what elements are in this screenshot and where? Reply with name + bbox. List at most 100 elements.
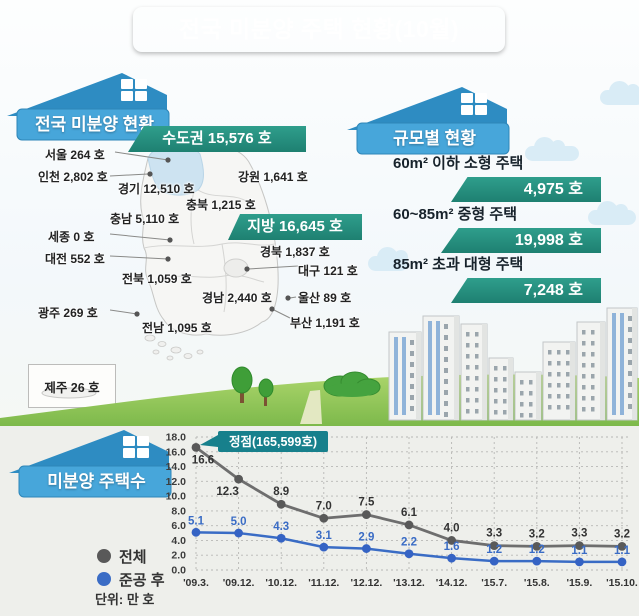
svg-text:'09.3.: '09.3.: [183, 577, 209, 589]
svg-text:'14.12.: '14.12.: [436, 577, 468, 589]
jeju-label: 제주 26 호: [44, 380, 100, 395]
unit-label: 단위: 만 호: [95, 592, 155, 607]
legend-label: 준공 후: [119, 571, 165, 589]
map-region-label: 광주 269 호: [38, 306, 98, 320]
dirt-path: [300, 390, 322, 424]
map-region-label: 경북 1,837 호: [260, 245, 330, 259]
building: [576, 321, 606, 421]
cloud-icon: [588, 201, 636, 225]
svg-text:16.0: 16.0: [166, 446, 187, 458]
svg-text:'15.10.: '15.10.: [606, 577, 638, 589]
trend-chart: 0.0 2.0 4.0 6.0 8.0 10.0 12.0 14.0 16.0 18.0 '09.3…: [166, 431, 638, 589]
data-point: [404, 549, 414, 559]
map-region-label: 세종 0 호: [48, 230, 95, 244]
svg-text:6.0: 6.0: [171, 520, 186, 532]
size-item-value-banner: 7,248 호: [451, 278, 601, 303]
building: [388, 331, 422, 421]
chart-series-total: 16.6 12.3 8.9 7.0 7.5 6.1 4.0 3.3 3.2 3.3 3.2: [191, 442, 630, 551]
data-point: [617, 541, 627, 551]
chart-y-axis-labels: 0.0 2.0 4.0 6.0 8.0 10.0 12.0 14.0 16.0 18.0: [166, 432, 187, 577]
cloud-icon: [600, 81, 639, 105]
chart-section-title: 미분양 주택수: [47, 472, 146, 491]
data-point-label: 1.1: [614, 545, 631, 557]
data-point-label: 5.0: [231, 516, 247, 528]
data-point-label: 3.3: [486, 528, 502, 540]
map-region-label: 대전 552 호: [45, 252, 105, 266]
legend-item: 전체: [97, 548, 147, 566]
svg-text:'10.12.: '10.12.: [265, 577, 297, 589]
data-point-label: 1.6: [444, 541, 460, 553]
cloud-icon: [368, 247, 408, 271]
data-point-label: 6.1: [401, 507, 418, 519]
legend-dot-icon: [97, 549, 111, 563]
data-point: [489, 541, 499, 551]
building: [542, 341, 576, 421]
tree-icon: [231, 366, 253, 403]
data-point-label: 4.3: [273, 521, 289, 533]
data-point: [319, 513, 329, 523]
map-region-label: 경기 12,510 호: [118, 182, 195, 196]
map-region-label: 인천 2,802 호: [38, 170, 108, 184]
data-point: [191, 442, 201, 452]
svg-text:8.0: 8.0: [171, 505, 186, 517]
legend-item: 준공 후: [97, 571, 165, 589]
data-point: [575, 541, 584, 551]
data-point: [489, 556, 499, 566]
page-title: 전국 미분양 주택 현황(10월): [133, 7, 505, 52]
svg-text:'15.7.: '15.7.: [481, 577, 507, 589]
map-region-label: 충남 5,110 호: [110, 212, 180, 226]
svg-text:'13.12.: '13.12.: [393, 577, 425, 589]
map-region-label: 대구 121 호: [298, 264, 358, 278]
data-point-label: 3.2: [529, 528, 545, 540]
map-region-label: 전남 1,095 호: [142, 321, 212, 335]
size-item-label: 60~85m² 중형 주택: [393, 206, 517, 223]
data-point-label: 2.9: [358, 532, 374, 544]
data-point: [617, 557, 627, 567]
map-region-label: 충북 1,215 호: [186, 198, 256, 212]
jeju-island-icon: [41, 387, 97, 399]
chart-series-completed: 5.1 5.0 4.3 3.1 2.9 2.2 1.6 1.2 1.2 1.1 1.1: [188, 515, 631, 567]
house-window-icon: [123, 436, 149, 458]
data-point-label: 3.1: [316, 530, 333, 542]
data-point-label: 16.6: [192, 454, 214, 466]
map-region-label: 경남 2,440 호: [202, 291, 272, 305]
size-section-title: 규모별 현황: [393, 129, 476, 148]
data-point-label: 12.3: [216, 486, 238, 498]
jeju-island-box: 제주 26 호: [28, 364, 116, 408]
map-region-label: 강원 1,641 호: [238, 170, 308, 184]
data-point: [319, 542, 329, 552]
legend-label: 전체: [119, 548, 147, 566]
house-icon: [9, 430, 172, 498]
chart-x-axis-labels: '09.3. '09.12. '10.12. '11.12. '12.12. '13.12…: [183, 577, 638, 589]
size-item-label: 60m² 이하 소형 주택: [393, 155, 524, 172]
svg-text:18.0: 18.0: [166, 432, 187, 444]
svg-text:'15.9.: '15.9.: [566, 577, 592, 589]
svg-text:'15.8.: '15.8.: [524, 577, 550, 589]
capital-region-banner: 수도권 15,576 호: [128, 126, 306, 152]
data-point-label: 1.2: [486, 544, 502, 556]
data-point: [276, 499, 286, 509]
legend-dot-icon: [97, 572, 111, 586]
data-point-label: 7.0: [316, 500, 332, 512]
data-point: [575, 557, 584, 567]
data-point-label: 8.9: [273, 486, 289, 498]
svg-text:14.0: 14.0: [166, 461, 187, 473]
svg-text:12.0: 12.0: [166, 476, 187, 488]
southwest-islands: [144, 334, 204, 361]
data-point-label: 4.0: [444, 522, 460, 534]
house-window-icon: [121, 79, 147, 101]
map-region-label: 부산 1,191 호: [290, 316, 360, 330]
building: [422, 315, 460, 421]
svg-text:'11.12.: '11.12.: [308, 577, 339, 589]
map-region-label: 울산 89 호: [298, 291, 352, 305]
map-region-label: 전북 1,059 호: [122, 272, 192, 286]
chart-gridlines: [195, 436, 628, 571]
building: [606, 307, 638, 421]
data-point: [362, 510, 371, 519]
map-region-label: 서울 264 호: [45, 148, 105, 162]
svg-text:10.0: 10.0: [166, 491, 187, 503]
data-point-label: 3.2: [614, 528, 630, 540]
data-point: [234, 474, 243, 484]
map-section-header: 전국 미분양 현황: [4, 70, 179, 142]
svg-text:'12.12.: '12.12.: [351, 577, 383, 589]
